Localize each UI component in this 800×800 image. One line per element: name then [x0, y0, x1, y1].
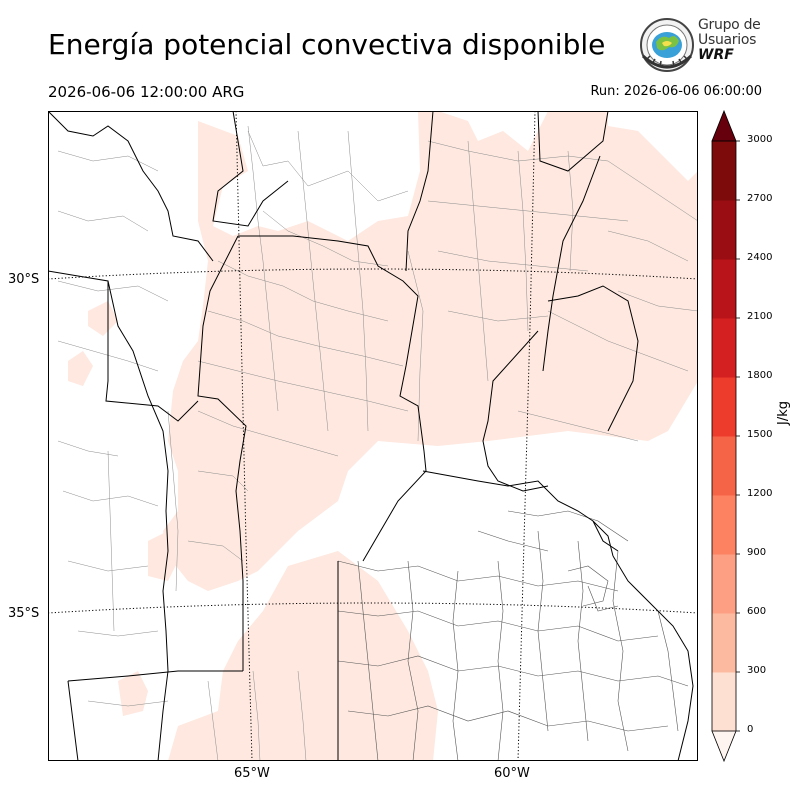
buenos-aires-partidos — [337, 510, 689, 761]
colorbar-tick-label: 900 — [747, 547, 767, 558]
lat-label-35s: 35°S — [8, 606, 40, 621]
chart-title: Energía potencial convectiva disponible — [48, 28, 606, 61]
cape-map — [48, 111, 698, 761]
colorbar-extend-low — [711, 730, 737, 763]
logo-line-2: Usuarios — [698, 32, 757, 48]
colorbar-bin — [712, 495, 736, 555]
county-borders — [57, 125, 698, 761]
valid-time: 2026-06-06 12:00:00 ARG — [48, 83, 245, 101]
colorbar-bin — [712, 554, 736, 614]
colorbar-bin — [712, 200, 736, 260]
colorbar-tick-label: 2400 — [747, 252, 773, 263]
colorbar-extend-high — [711, 109, 737, 142]
colorbar-tick-label: 2100 — [747, 311, 773, 322]
colorbar-tick-label: 1500 — [747, 429, 773, 440]
logo-line-1: Grupo de — [698, 17, 761, 33]
wrf-logo: Grupo de Usuarios WRF — [638, 16, 763, 76]
cape-field — [68, 111, 698, 761]
colorbar-bin — [712, 141, 736, 201]
colorbar-tick-label: 0 — [747, 724, 754, 735]
map-frame — [48, 111, 698, 761]
lon-label-65w: 65°W — [234, 766, 270, 781]
colorbar-tick-label: 1200 — [747, 488, 773, 499]
colorbar-bin — [712, 377, 736, 437]
colorbar-bin — [712, 613, 736, 673]
colorbar-bin — [712, 318, 736, 378]
colorbar-bin — [712, 259, 736, 319]
run-time: Run: 2026-06-06 06:00:00 — [590, 84, 762, 99]
colorbar — [711, 109, 740, 763]
graticule — [48, 111, 698, 761]
colorbar-tick-label: 1800 — [747, 370, 773, 381]
colorbar-tick-label: 2700 — [747, 193, 773, 204]
lat-label-30s: 30°S — [8, 272, 40, 287]
colorbar-tick-label: 3000 — [747, 134, 773, 145]
logo-line-3: WRF — [698, 47, 734, 63]
colorbar-tick-label: 300 — [747, 665, 767, 676]
lon-label-60w: 60°W — [494, 766, 530, 781]
colorbar-bin — [712, 672, 736, 732]
colorbar-bin — [712, 436, 736, 496]
colorbar-unit: J/kg — [776, 401, 791, 425]
colorbar-tick-label: 600 — [747, 606, 767, 617]
globe-seal-icon — [640, 18, 694, 72]
province-borders — [48, 111, 694, 761]
